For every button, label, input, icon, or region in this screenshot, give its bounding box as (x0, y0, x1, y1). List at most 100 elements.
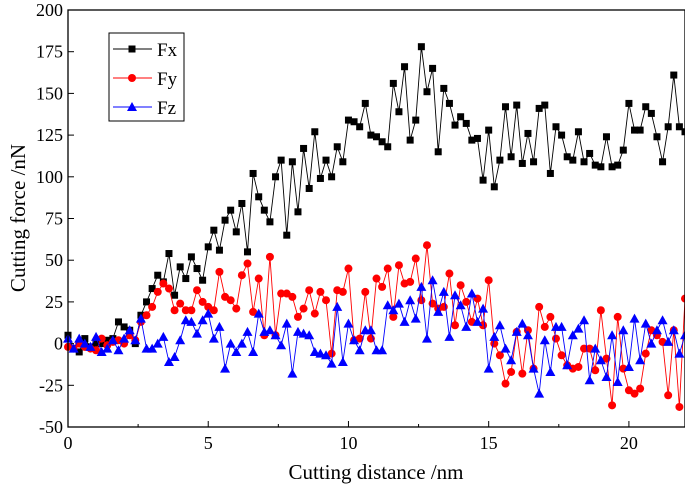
data-point (315, 348, 326, 358)
data-point (557, 351, 566, 360)
data-point (187, 306, 196, 315)
data-point (243, 259, 252, 268)
data-point (445, 99, 453, 107)
legend-label: Fy (157, 69, 178, 90)
data-point (546, 312, 555, 321)
legend-marker (128, 74, 136, 82)
data-point (427, 275, 438, 285)
data-point (326, 358, 337, 368)
data-point (338, 287, 347, 296)
data-point (591, 161, 599, 169)
data-point (502, 103, 510, 111)
data-point (523, 326, 532, 335)
data-point (344, 116, 352, 124)
data-point (417, 43, 425, 51)
data-point (322, 296, 331, 305)
data-point (343, 318, 354, 328)
data-point (524, 129, 532, 137)
data-point (193, 286, 202, 295)
legend: Fx Fy Fz (108, 32, 185, 122)
data-point (203, 308, 214, 318)
data-point (472, 316, 483, 326)
data-point (496, 156, 504, 164)
data-point (281, 318, 292, 328)
data-point (355, 334, 364, 343)
y-tick-label: 150 (36, 83, 63, 103)
data-point (272, 173, 280, 181)
data-point (429, 64, 437, 72)
data-point (170, 306, 179, 315)
data-point (361, 287, 370, 296)
data-point (563, 153, 571, 161)
data-point (176, 263, 184, 271)
data-point (590, 343, 601, 353)
data-point (451, 121, 459, 129)
data-point (500, 343, 511, 353)
data-point (636, 126, 644, 134)
data-point (440, 84, 448, 92)
series-fz (63, 275, 685, 398)
data-point (439, 302, 448, 311)
data-point (248, 346, 259, 356)
data-point (231, 346, 242, 356)
data-point (79, 338, 90, 348)
data-point (406, 136, 414, 144)
data-point (619, 146, 627, 154)
data-point (657, 315, 668, 325)
data-point (625, 99, 633, 107)
data-point (91, 331, 102, 341)
data-point (466, 288, 477, 298)
data-point (422, 241, 431, 250)
data-point (388, 305, 399, 315)
x-axis-label: Cutting distance /nm (289, 460, 464, 484)
data-point (98, 340, 106, 348)
data-point (148, 285, 156, 293)
data-point (305, 184, 313, 192)
data-point (630, 389, 639, 398)
data-point (462, 119, 470, 127)
plot-frame (67, 9, 685, 428)
data-point (635, 355, 646, 365)
data-point (264, 325, 275, 335)
data-point (384, 143, 392, 151)
data-point (255, 193, 263, 201)
data-point (423, 88, 431, 96)
data-point (567, 330, 578, 340)
data-point (541, 101, 549, 109)
data-point (102, 343, 113, 353)
data-point (253, 308, 264, 318)
data-point (180, 315, 191, 325)
data-point (249, 307, 258, 316)
data-point (501, 379, 510, 388)
data-point (215, 267, 224, 276)
data-point (316, 174, 324, 182)
x-tick-label: 20 (620, 433, 638, 453)
data-point (377, 345, 388, 355)
y-tick-label: 0 (54, 334, 63, 354)
y-tick-label: 75 (45, 209, 63, 229)
data-point (468, 136, 476, 144)
data-point (597, 163, 605, 171)
data-point (344, 264, 353, 273)
data-point (124, 325, 135, 335)
data-point (410, 313, 421, 323)
data-point (103, 336, 111, 344)
data-point (579, 315, 590, 325)
data-point (479, 176, 487, 184)
data-point (490, 183, 498, 191)
data-point (265, 252, 274, 261)
data-point (395, 108, 403, 116)
data-point (232, 304, 241, 313)
data-point (530, 158, 538, 166)
data-point (92, 346, 101, 355)
data-point (356, 123, 364, 131)
data-point (242, 326, 253, 336)
data-point (243, 248, 251, 256)
data-point (96, 346, 107, 356)
data-point (507, 153, 515, 161)
data-point (675, 402, 684, 411)
data-point (169, 351, 180, 361)
data-point (175, 335, 186, 345)
data-point (204, 243, 212, 251)
